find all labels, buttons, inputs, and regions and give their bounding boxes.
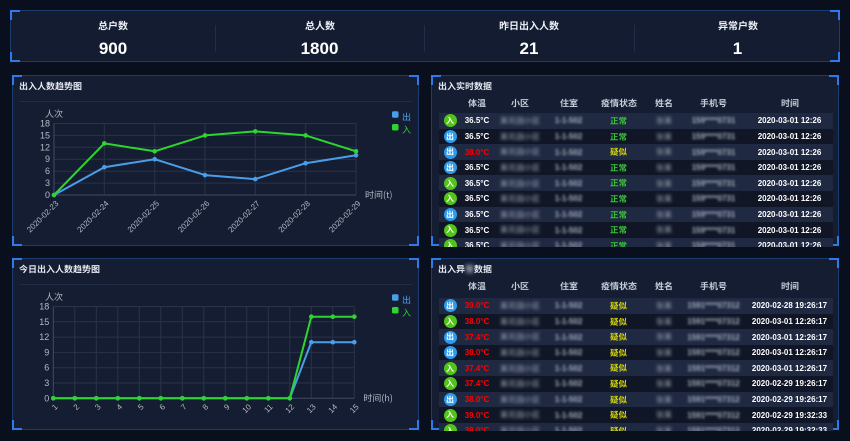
svg-text:11: 11 bbox=[262, 402, 275, 415]
svg-text:3: 3 bbox=[93, 402, 103, 412]
svg-text:15: 15 bbox=[40, 130, 50, 140]
svg-text:0: 0 bbox=[45, 190, 50, 200]
svg-text:1: 1 bbox=[50, 402, 60, 412]
svg-text:5: 5 bbox=[136, 402, 146, 412]
svg-text:7: 7 bbox=[179, 402, 189, 412]
svg-text:12: 12 bbox=[39, 332, 49, 342]
svg-text:15: 15 bbox=[348, 402, 361, 415]
svg-text:9: 9 bbox=[45, 154, 50, 164]
svg-text:2020-02-28: 2020-02-28 bbox=[277, 199, 313, 235]
svg-text:0: 0 bbox=[44, 393, 49, 403]
svg-text:2020-02-29: 2020-02-29 bbox=[327, 199, 363, 235]
svg-text:13: 13 bbox=[305, 402, 318, 415]
svg-text:2020-02-26: 2020-02-26 bbox=[176, 199, 212, 235]
svg-text:6: 6 bbox=[158, 402, 168, 412]
svg-text:9: 9 bbox=[44, 347, 49, 357]
svg-text:2: 2 bbox=[72, 402, 82, 412]
svg-text:3: 3 bbox=[45, 178, 50, 188]
svg-text:6: 6 bbox=[45, 166, 50, 176]
svg-text:15: 15 bbox=[39, 317, 49, 327]
svg-text:10: 10 bbox=[241, 402, 254, 415]
svg-text:14: 14 bbox=[327, 402, 340, 415]
svg-text:3: 3 bbox=[44, 378, 49, 388]
svg-text:2020-02-23: 2020-02-23 bbox=[25, 199, 61, 235]
svg-text:9: 9 bbox=[222, 402, 232, 412]
svg-text:2020-02-27: 2020-02-27 bbox=[226, 199, 262, 235]
svg-text:12: 12 bbox=[40, 142, 50, 152]
svg-text:8: 8 bbox=[201, 402, 211, 412]
svg-text:18: 18 bbox=[39, 302, 49, 312]
svg-text:2020-02-24: 2020-02-24 bbox=[75, 199, 111, 235]
svg-text:12: 12 bbox=[284, 402, 297, 415]
svg-text:2020-02-25: 2020-02-25 bbox=[126, 199, 162, 235]
svg-text:18: 18 bbox=[40, 119, 50, 129]
svg-text:4: 4 bbox=[115, 402, 125, 412]
svg-text:6: 6 bbox=[44, 363, 49, 373]
